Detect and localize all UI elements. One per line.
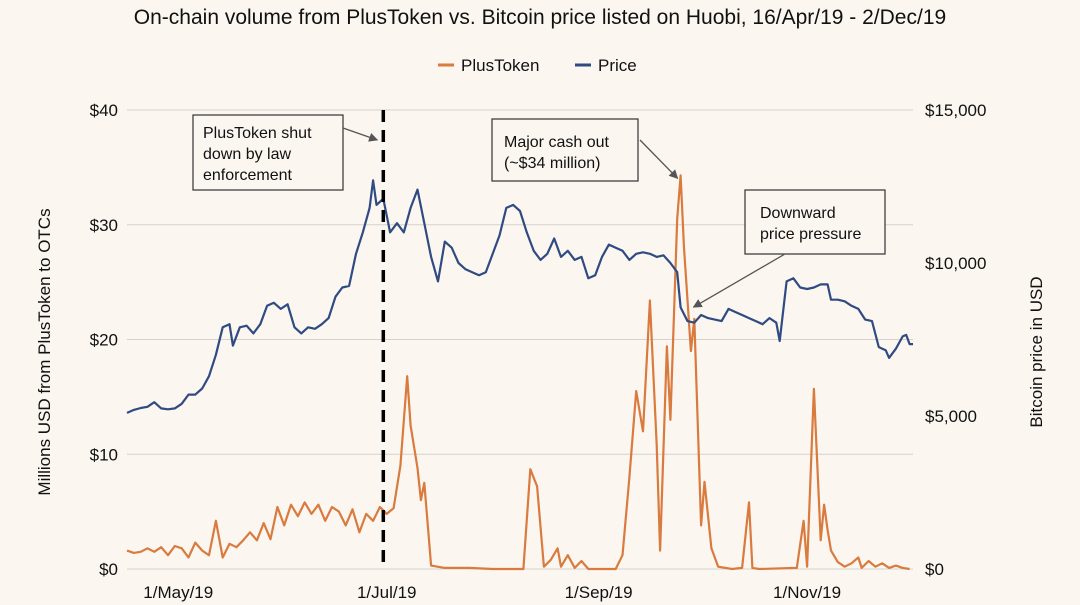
annotation-text: PlusToken shut (203, 125, 312, 142)
right-tick-label: $0 (925, 560, 944, 579)
x-tick-label: 1/Jul/19 (357, 583, 417, 602)
annotation-arrow (639, 139, 679, 180)
series-lines (126, 174, 913, 571)
annotations: PlusToken shut down by law enforcement Majo… (192, 114, 886, 308)
x-axis-ticks: 1/May/19 1/Jul/19 1/Sep/19 1/Nov/19 (143, 583, 841, 602)
chart-title: On-chain volume from PlusToken vs. Bitco… (134, 6, 946, 29)
right-axis-title: Bitcoin price in USD (1027, 276, 1046, 427)
annotation-text: (~$34 million) (504, 155, 600, 172)
annotation-text: price pressure (760, 226, 861, 243)
x-tick-label: 1/May/19 (143, 583, 213, 602)
left-tick-label: $40 (90, 101, 118, 120)
legend-price-label: Price (598, 56, 637, 75)
annotation-text: Major cash out (504, 134, 609, 151)
annotation-3: Downward price pressure (692, 189, 886, 308)
x-tick-label: 1/Nov/19 (773, 583, 841, 602)
right-tick-label: $15,000 (925, 101, 986, 120)
annotation-arrow (692, 253, 786, 308)
annotation-text: enforcement (203, 167, 292, 184)
right-tick-label: $5,000 (925, 407, 977, 426)
annotation-arrow (342, 127, 379, 142)
annotation-text: down by law (203, 146, 291, 163)
series-line-plustoken (126, 174, 910, 571)
left-tick-label: $10 (90, 445, 118, 464)
annotation-box (744, 189, 886, 255)
series-line-price (126, 179, 913, 414)
left-axis-title: Millions USD from PlusToken to OTCs (35, 208, 54, 495)
left-axis-ticks: $0 $10 $20 $30 $40 (90, 101, 118, 579)
left-tick-label: $30 (90, 216, 118, 235)
legend-plustoken-label: PlusToken (461, 56, 539, 75)
annotation-box (491, 118, 639, 182)
annotation-box (192, 114, 344, 191)
legend: PlusToken Price (438, 56, 637, 75)
annotation-1: PlusToken shut down by law enforcement (192, 114, 379, 191)
left-tick-label: $20 (90, 331, 118, 350)
right-tick-label: $10,000 (925, 254, 986, 273)
annotation-2: Major cash out (~$34 million) (491, 118, 679, 182)
right-axis-ticks: $0 $5,000 $10,000 $15,000 (925, 101, 986, 579)
left-tick-label: $0 (99, 560, 118, 579)
annotation-text: Downward (760, 205, 836, 222)
x-tick-label: 1/Sep/19 (565, 583, 633, 602)
